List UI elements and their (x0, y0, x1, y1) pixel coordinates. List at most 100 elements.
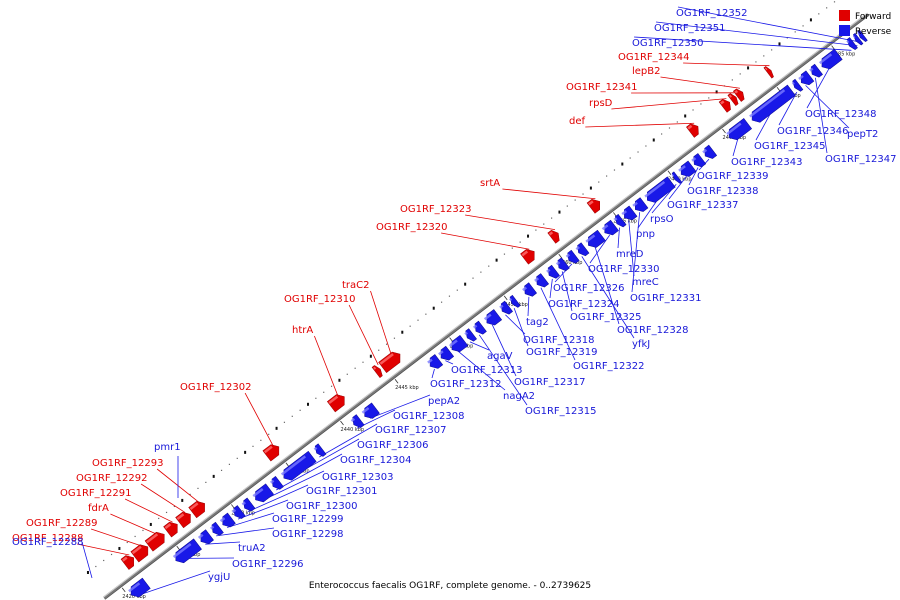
reverse-gene-agaV[interactable] (463, 328, 477, 343)
forward-gene-OG1RF_12302[interactable] (262, 442, 283, 462)
reverse-gene-pnp[interactable] (643, 176, 676, 206)
gene-arrow (271, 475, 284, 490)
forward-gene-OG1RF_12289[interactable] (130, 542, 152, 563)
reverse-gene-OG1RF_12343[interactable] (725, 118, 753, 143)
forward-gene-OG1RF_12341[interactable] (727, 92, 740, 107)
reverse-gene-OG1RF_12300[interactable] (231, 505, 246, 521)
reverse-gene-pepT2[interactable] (797, 70, 815, 88)
forward-label-OG1RF_12341: OG1RF_12341 (566, 82, 638, 93)
reverse-gene-OG1RF_12306[interactable] (280, 450, 317, 483)
reverse-gene-OG1RF_12350[interactable] (845, 37, 858, 51)
reverse-gene-ygjU[interactable] (127, 577, 151, 600)
reverse-gene-OG1RF_12319[interactable] (508, 294, 521, 309)
reverse-label-OG1RF_12312: OG1RF_12312 (430, 379, 502, 390)
reverse-gene-tag2[interactable] (521, 282, 537, 299)
forward-gene-htrA[interactable] (326, 392, 348, 413)
reverse-gene-OG1RF_12308[interactable] (350, 414, 365, 430)
reverse-gene-OG1RF_12304[interactable] (269, 475, 284, 491)
gene-arrow (792, 78, 804, 92)
track-dot (802, 25, 804, 27)
gene-arrow (763, 66, 774, 79)
forward-gene-OG1RF_12288[interactable] (120, 553, 138, 570)
forward-gene-srtA[interactable] (586, 196, 604, 214)
forward-gene-def[interactable] (686, 121, 702, 138)
gene-arrow-shine (438, 350, 444, 356)
reverse-gene-OG1RF_12339[interactable] (701, 144, 718, 161)
gene-arrow-shine (575, 246, 580, 251)
reverse-gene-OG1RF_12301[interactable] (241, 497, 256, 513)
reverse-label-OG1RF_12288: OG1RF_12288 (12, 537, 84, 548)
forward-gene-OG1RF_12310[interactable] (371, 364, 384, 378)
legend: Forward Reverse (839, 10, 892, 37)
reverse-gene-OG1RF_12317[interactable] (483, 309, 503, 328)
reverse-label-pmr1: pmr1 (154, 442, 181, 453)
gene-arrow-shine (328, 395, 339, 404)
reverse-gene-yfkJ[interactable] (575, 242, 590, 258)
gene-arrow-shine (791, 81, 795, 86)
reverse-gene-OG1RF_12318[interactable] (498, 300, 513, 316)
reverse-gene-OG1RF_12330[interactable] (601, 219, 619, 238)
forward-label-OG1RF_12293: OG1RF_12293 (92, 458, 164, 469)
gene-arrow-shine (521, 250, 529, 257)
gene-arrow-shine (483, 313, 492, 321)
forward-gene-fdrA[interactable] (144, 529, 168, 552)
reverse-gene-OG1RF_12312[interactable] (426, 354, 444, 372)
reverse-label-OG1RF_12338: OG1RF_12338 (687, 186, 759, 197)
reverse-gene-OG1RF_12331[interactable] (631, 197, 649, 215)
gene-arrow-shine (219, 517, 226, 523)
reverse-gene-OG1RF_12298[interactable] (209, 521, 224, 537)
forward-gene-OG1RF_12293[interactable] (188, 498, 209, 519)
reverse-gene-OG1RF_12347[interactable] (808, 63, 823, 79)
track-dot (299, 409, 301, 411)
forward-gene-rpsD[interactable] (718, 97, 733, 113)
reverse-gene-OG1RF_12328[interactable] (584, 229, 606, 250)
reverse-leader (554, 263, 573, 283)
reverse-gene-OG1RF_12322[interactable] (533, 273, 550, 290)
track-dot (236, 457, 238, 459)
reverse-gene-OG1RF_12324[interactable] (545, 264, 560, 280)
reverse-gene-nagA2[interactable] (448, 334, 469, 355)
reverse-gene-OG1RF_12337[interactable] (677, 160, 697, 180)
reverse-gene-pepA2[interactable] (361, 402, 380, 422)
reverse-gene-OG1RF_12348[interactable] (818, 48, 843, 72)
reverse-leader (81, 541, 93, 579)
gene-arrow (846, 37, 858, 50)
reverse-gene-OG1RF_12313[interactable] (437, 345, 455, 363)
gene-arrow (188, 501, 205, 519)
track-dot (778, 42, 781, 46)
forward-gene-OG1RF_12320[interactable] (520, 246, 538, 265)
forward-gene-OG1RF_12291[interactable] (163, 519, 182, 538)
reverse-gene-rpsO[interactable] (671, 171, 683, 185)
forward-leader (683, 62, 770, 67)
reverse-gene-OG1RF_12296[interactable] (172, 538, 202, 566)
track-dot (818, 13, 820, 15)
reverse-gene-OG1RF_12303[interactable] (252, 483, 274, 505)
reverse-gene-OG1RF_12307[interactable] (313, 443, 327, 458)
reverse-gene-OG1RF_12346[interactable] (791, 78, 804, 93)
forward-gene-lepB2[interactable] (732, 87, 746, 102)
backbone-line (103, 12, 869, 600)
track-dot (558, 210, 561, 214)
forward-gene-traC2[interactable] (378, 349, 404, 373)
reverse-gene-OG1RF_12345[interactable] (748, 84, 796, 125)
forward-gene-OG1RF_12292[interactable] (175, 509, 195, 529)
reverse-gene-OG1RF_12299[interactable] (219, 512, 236, 530)
gene-arrow-shine (464, 331, 468, 336)
reverse-gene-OG1RF_12326[interactable] (565, 249, 580, 265)
gene-arrow (440, 345, 455, 361)
reverse-gene-OG1RF_12325[interactable] (555, 257, 570, 273)
reverse-gene-OG1RF_12352[interactable] (856, 29, 868, 43)
reverse-label-OG1RF_12303: OG1RF_12303 (322, 472, 394, 483)
reverse-gene-OG1RF_12315[interactable] (472, 320, 487, 336)
forward-gene-OG1RF_12323[interactable] (547, 228, 562, 244)
reverse-gene-mreC[interactable] (620, 205, 638, 223)
reverse-label-rpsO: rpsO (650, 214, 674, 225)
reverse-leader (457, 350, 506, 391)
reverse-gene-OG1RF_12338[interactable] (690, 153, 707, 169)
reverse-gene-truA2[interactable] (197, 529, 214, 547)
track-dot (220, 469, 223, 471)
reverse-gene-OG1RF_12351[interactable] (852, 32, 864, 46)
reverse-gene-mreD[interactable] (613, 213, 627, 228)
track-dot (425, 313, 427, 315)
forward-gene-OG1RF_12344[interactable] (763, 65, 775, 79)
